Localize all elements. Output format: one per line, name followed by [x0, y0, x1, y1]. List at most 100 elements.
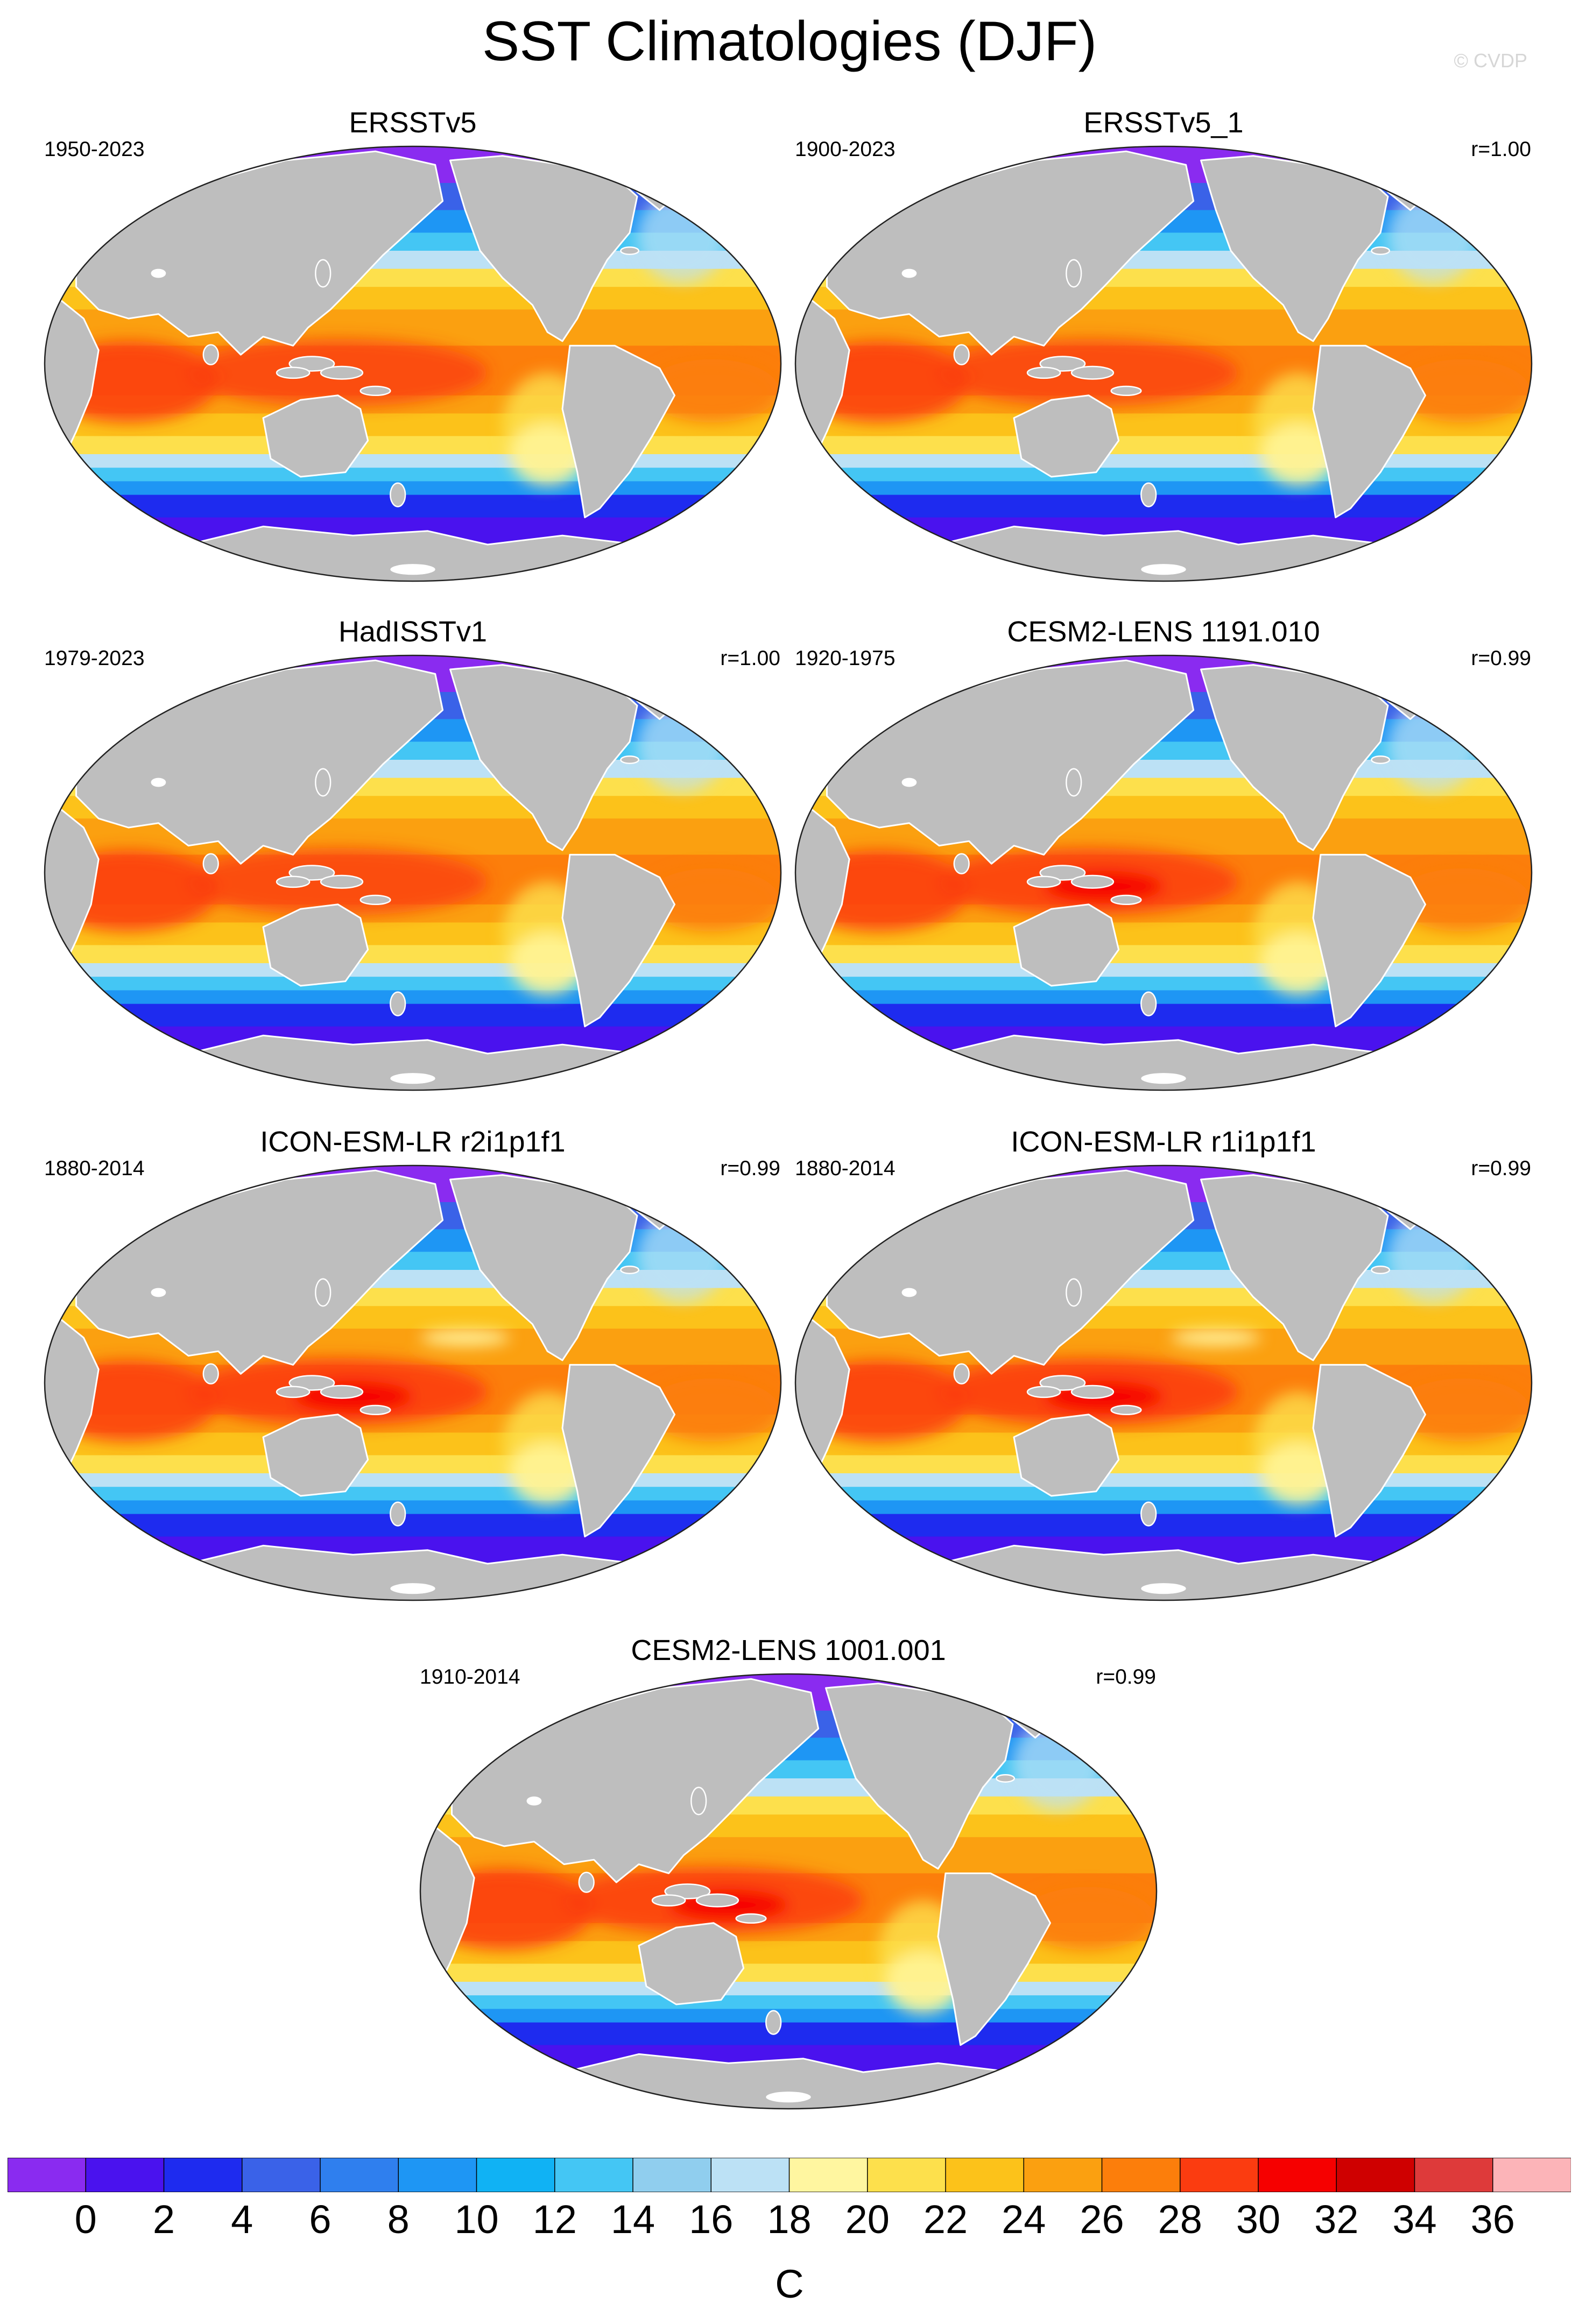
inland-sea [151, 1288, 166, 1297]
sst-map [44, 654, 782, 1091]
landmass-samerica [561, 853, 675, 1028]
temperature-band [420, 2022, 1157, 2046]
colorbar-swatch [85, 2158, 165, 2192]
gulf-stream-extension [1388, 192, 1478, 282]
temperature-band [795, 977, 1532, 991]
island [1026, 875, 1061, 888]
gulf-stream-extension [1388, 1211, 1478, 1302]
figure-title: SST Climatologies (DJF) [482, 10, 1097, 73]
colorbar-swatch [320, 2158, 399, 2192]
island [1026, 1386, 1061, 1398]
temperature-band [795, 1487, 1532, 1501]
temperature-band [795, 963, 1532, 978]
atlantic-warm-region [1395, 868, 1531, 932]
colorbar-tick-label: 6 [309, 2197, 332, 2242]
colorbar-tick-label: 28 [1158, 2197, 1202, 2242]
colorbar-tick-label: 26 [1080, 2197, 1124, 2242]
panel-period: 1950-2023 [44, 138, 145, 161]
island [359, 894, 391, 906]
gulf-stream-extension [637, 701, 727, 792]
temperature-band [420, 1995, 1157, 2010]
island [620, 1266, 640, 1274]
sst-map [794, 1164, 1533, 1601]
temperature-band [45, 1514, 781, 1537]
colorbar-tick-label: 4 [231, 2197, 253, 2242]
island [1371, 755, 1391, 764]
island [276, 1386, 311, 1398]
colorbar-tick-label: 34 [1392, 2197, 1437, 2242]
landmass-samerica [561, 344, 675, 519]
inland-sea [901, 778, 917, 787]
island [1070, 874, 1115, 889]
temperature-band [795, 1500, 1532, 1515]
island [651, 1894, 686, 1907]
sst-map [419, 1673, 1158, 2110]
temperature-band [795, 945, 1532, 964]
temperature-band [795, 454, 1532, 469]
temperature-band [45, 436, 781, 455]
colorbar-swatch [1258, 2158, 1337, 2192]
colorbar-tick-label: 14 [610, 2197, 655, 2242]
inland-sea [151, 778, 166, 787]
inland-sea [901, 1288, 917, 1297]
map-outline [794, 145, 1533, 582]
island [390, 482, 406, 507]
colorbar-swatch [1414, 2158, 1493, 2192]
island [1371, 1266, 1391, 1274]
panel-correlation: r=1.00 [720, 647, 780, 670]
panel-title: HadISSTv1 [338, 616, 488, 648]
island [276, 875, 311, 888]
landmass-samerica [1312, 853, 1426, 1028]
panel-period: 1979-2023 [44, 647, 145, 670]
island [320, 365, 364, 380]
colorbar-tick-labels: 0 2 4 6 8 10 12 14 16 18 20 22 24 26 28 30 32 34 36 [8, 2195, 1571, 2249]
panel-correlation: r=0.99 [1471, 647, 1531, 670]
island [1371, 246, 1391, 255]
colorbar-swatch [945, 2158, 1025, 2192]
temperature-band [45, 1004, 781, 1027]
temperature-band [45, 990, 781, 1005]
map-panel-cesm2-lens-1001-001: CESM2-LENS 1001.001 1910-2014 r=0.99 [414, 1633, 1162, 2117]
colorbar-swatch [242, 2158, 321, 2192]
colorbar-tick-label: 32 [1314, 2197, 1359, 2242]
island [390, 1501, 406, 1527]
island [996, 1774, 1016, 1783]
temperature-band [45, 945, 781, 964]
colorbar-tick-label: 20 [845, 2197, 890, 2242]
landmass-australia [262, 1414, 369, 1497]
colorbar-tick-label: 18 [767, 2197, 812, 2242]
landmass-australia [1013, 394, 1120, 478]
upwelling-region [510, 931, 585, 995]
atlantic-warm-region [1020, 1887, 1155, 1951]
colorbar-tick-label: 16 [689, 2197, 734, 2242]
panel-title: ERSSTv5 [349, 107, 477, 139]
panel-title: ICON-ESM-LR r2i1p1f1 [260, 1126, 566, 1158]
ocean-field [45, 146, 781, 581]
inland-sea [151, 269, 166, 278]
island [1110, 894, 1142, 906]
ice-shelf [1141, 564, 1186, 575]
equatorial-band-bias [1171, 1329, 1261, 1346]
map-outline [44, 654, 782, 1091]
panel-period: 1910-2014 [420, 1665, 520, 1689]
island [1140, 482, 1157, 507]
map-panel-icon-esm-lr-r1i1p1f1: ICON-ESM-LR r1i1p1f1 1880-2014 r=0.99 [790, 1125, 1538, 1609]
upwelling-region [510, 422, 585, 486]
colorbar-swatch [398, 2158, 477, 2192]
landmass-australia [1013, 903, 1120, 987]
island [620, 246, 640, 255]
island [1070, 365, 1115, 380]
gulf-stream-extension [1388, 701, 1478, 792]
island [359, 1404, 391, 1416]
watermark: © CVDP [1454, 50, 1527, 72]
temperature-band [795, 1455, 1532, 1474]
landmass-samerica [1312, 344, 1426, 519]
landmass-australia [638, 1922, 745, 2005]
panel-correlation: r=1.00 [1471, 138, 1531, 161]
island [1066, 259, 1082, 288]
ice-shelf [766, 2092, 811, 2103]
island [1140, 1501, 1157, 1527]
island [1066, 1278, 1082, 1307]
atlantic-warm-region [644, 868, 780, 932]
map-outline [44, 145, 782, 582]
